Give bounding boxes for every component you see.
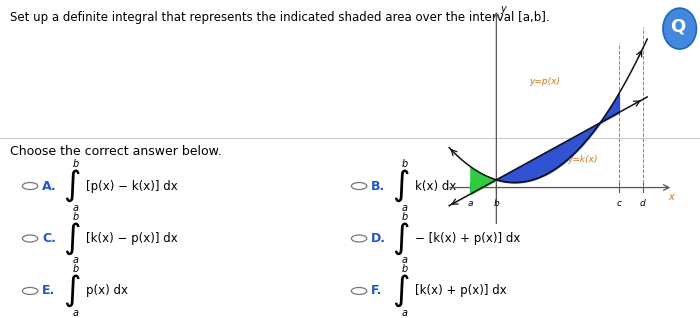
Text: $\int$: $\int$ bbox=[392, 168, 410, 204]
Text: [p(x) − k(x)] dx: [p(x) − k(x)] dx bbox=[86, 180, 178, 192]
Text: b: b bbox=[73, 212, 78, 222]
Text: $\int$: $\int$ bbox=[63, 220, 81, 257]
Text: d: d bbox=[640, 199, 645, 208]
Text: k(x) dx: k(x) dx bbox=[415, 180, 456, 192]
Text: A.: A. bbox=[42, 180, 57, 192]
Text: b: b bbox=[402, 159, 407, 169]
Text: b: b bbox=[402, 212, 407, 222]
Text: a: a bbox=[73, 203, 78, 213]
Text: a: a bbox=[402, 308, 407, 318]
Text: Q: Q bbox=[671, 17, 685, 35]
Text: [k(x) + p(x)] dx: [k(x) + p(x)] dx bbox=[415, 285, 507, 297]
Text: F.: F. bbox=[371, 285, 382, 297]
Text: E.: E. bbox=[42, 285, 55, 297]
Text: $\int$: $\int$ bbox=[392, 273, 410, 309]
Text: a: a bbox=[73, 308, 78, 318]
Text: a: a bbox=[468, 199, 473, 208]
Text: $\int$: $\int$ bbox=[63, 168, 81, 204]
Text: y=k(x): y=k(x) bbox=[567, 155, 598, 164]
Text: b: b bbox=[73, 159, 78, 169]
Text: c: c bbox=[617, 199, 622, 208]
Text: b: b bbox=[402, 264, 407, 274]
Text: D.: D. bbox=[371, 232, 386, 245]
Text: x: x bbox=[668, 192, 673, 202]
Text: − [k(x) + p(x)] dx: − [k(x) + p(x)] dx bbox=[415, 232, 521, 245]
Text: Set up a definite integral that represents the indicated shaded area over the in: Set up a definite integral that represen… bbox=[10, 11, 550, 24]
Circle shape bbox=[663, 8, 696, 49]
Text: Choose the correct answer below.: Choose the correct answer below. bbox=[10, 145, 223, 158]
Text: p(x) dx: p(x) dx bbox=[86, 285, 128, 297]
Text: b: b bbox=[494, 199, 499, 208]
Text: $\int$: $\int$ bbox=[63, 273, 81, 309]
Text: [k(x) − p(x)] dx: [k(x) − p(x)] dx bbox=[86, 232, 178, 245]
Text: a: a bbox=[73, 255, 78, 265]
Text: a: a bbox=[402, 255, 407, 265]
Text: C.: C. bbox=[42, 232, 56, 245]
Text: $\int$: $\int$ bbox=[392, 220, 410, 257]
Text: B.: B. bbox=[371, 180, 385, 192]
Text: y=p(x): y=p(x) bbox=[529, 77, 561, 86]
Text: a: a bbox=[402, 203, 407, 213]
Text: y: y bbox=[500, 4, 506, 14]
Text: b: b bbox=[73, 264, 78, 274]
